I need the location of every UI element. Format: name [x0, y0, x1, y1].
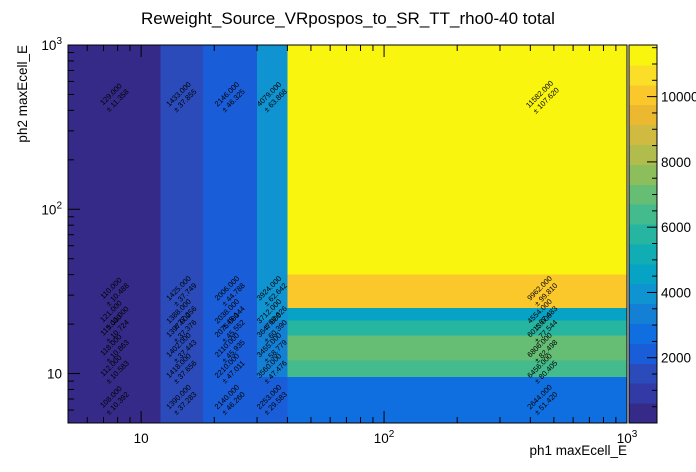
heatmap-cell	[203, 360, 258, 378]
y-tick-label: 102	[41, 200, 62, 217]
heatmap-cell	[257, 320, 288, 336]
heatmap-cell	[203, 274, 258, 309]
colorbar-segment	[629, 164, 657, 185]
heatmap-cell	[257, 377, 288, 423]
colorbar-tick-label: 6000	[661, 220, 691, 235]
colorbar-segment	[629, 303, 657, 325]
y-axis-label: ph2 maxEcell_E	[15, 45, 30, 143]
heatmap-cell	[257, 274, 288, 309]
heatmap-cell	[68, 308, 161, 321]
heatmap-cell	[203, 377, 258, 423]
heatmap-cell	[287, 377, 627, 423]
colorbar-tick-label: 4000	[661, 285, 691, 300]
heatmap-cell	[203, 335, 258, 361]
colorbar-segment	[629, 323, 657, 344]
heatmap-cell	[160, 308, 204, 321]
colorbar-segment	[629, 204, 657, 225]
heatmap-cell	[68, 335, 161, 361]
x-axis-label: ph1 maxEcell_E	[529, 443, 627, 458]
heatmap-cell	[160, 320, 204, 336]
colorbar-segment	[629, 184, 657, 205]
colorbar-segment	[629, 243, 657, 265]
plot-frame	[67, 44, 628, 424]
heatmap-cell	[257, 308, 288, 321]
colorbar-segment	[629, 84, 657, 106]
heatmap-cell	[68, 360, 161, 378]
heatmap-cell	[160, 274, 204, 309]
y-tick-label: 10	[47, 367, 62, 382]
colorbar-segment	[629, 45, 657, 66]
colorbar-segment	[629, 263, 657, 285]
heatmap-cell	[257, 45, 288, 275]
colorbar-segment	[629, 224, 657, 245]
heatmap-cell	[287, 274, 627, 309]
heatmap-cell	[287, 308, 627, 321]
colorbar-segment	[629, 343, 657, 364]
colorbar-segment	[629, 283, 657, 305]
heatmap-cell	[203, 320, 258, 336]
heatmap-cell	[160, 45, 204, 275]
heatmap-cell	[203, 45, 258, 275]
colorbar-tick-label: 10000	[661, 90, 696, 105]
heatmap-cell	[203, 308, 258, 321]
colorbar-segment	[629, 383, 657, 404]
x-tick-label: 102	[374, 429, 395, 446]
colorbar-segment	[629, 144, 657, 165]
heatmap-cell	[160, 377, 204, 423]
heatmap-cell	[68, 45, 161, 275]
heatmap-cell	[287, 45, 627, 275]
colorbar-segment	[629, 124, 657, 145]
heatmap-cell	[257, 335, 288, 361]
colorbar-tick-label: 8000	[661, 155, 691, 170]
colorbar-tick-label: 2000	[661, 351, 691, 366]
colorbar-segment	[629, 403, 657, 424]
heatmap-cell	[68, 274, 161, 309]
x-tick-label: 10	[134, 431, 149, 446]
heatmap-cell	[287, 360, 627, 378]
heatmap-cell	[68, 377, 161, 423]
colorbar-segment	[629, 64, 657, 86]
colorbar-segment	[629, 363, 657, 384]
colorbar: 2000 4000 6000 8000 10000	[628, 44, 696, 424]
y-tick-label: 103	[41, 36, 62, 53]
heatmap-cell	[287, 335, 627, 361]
heatmap-cell	[160, 335, 204, 361]
colorbar-segment	[629, 104, 657, 126]
heatmap-cell	[68, 320, 161, 336]
chart-title: Reweight_Source_VRpospos_to_SR_TT_rho0-4…	[141, 9, 555, 28]
heatmap-cell	[160, 360, 204, 378]
heatmap-cell	[257, 360, 288, 378]
heatmap-cell	[287, 320, 627, 336]
heatmap-cells	[68, 45, 627, 423]
